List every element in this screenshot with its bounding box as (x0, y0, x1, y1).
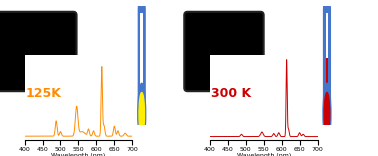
Circle shape (323, 83, 331, 145)
Text: 125K: 125K (26, 87, 62, 100)
X-axis label: Wavelength (nm): Wavelength (nm) (51, 153, 105, 156)
Bar (140, 97, 143, 106)
FancyBboxPatch shape (0, 12, 76, 91)
Bar (325, 58, 328, 106)
Circle shape (138, 83, 146, 145)
Circle shape (139, 93, 144, 136)
Text: 300 K: 300 K (211, 87, 251, 100)
FancyBboxPatch shape (184, 12, 263, 91)
Bar (325, 13, 328, 58)
Bar (140, 13, 143, 97)
FancyBboxPatch shape (323, 4, 331, 115)
Circle shape (324, 93, 330, 136)
X-axis label: Wavelength (nm): Wavelength (nm) (237, 153, 291, 156)
FancyBboxPatch shape (138, 4, 146, 115)
